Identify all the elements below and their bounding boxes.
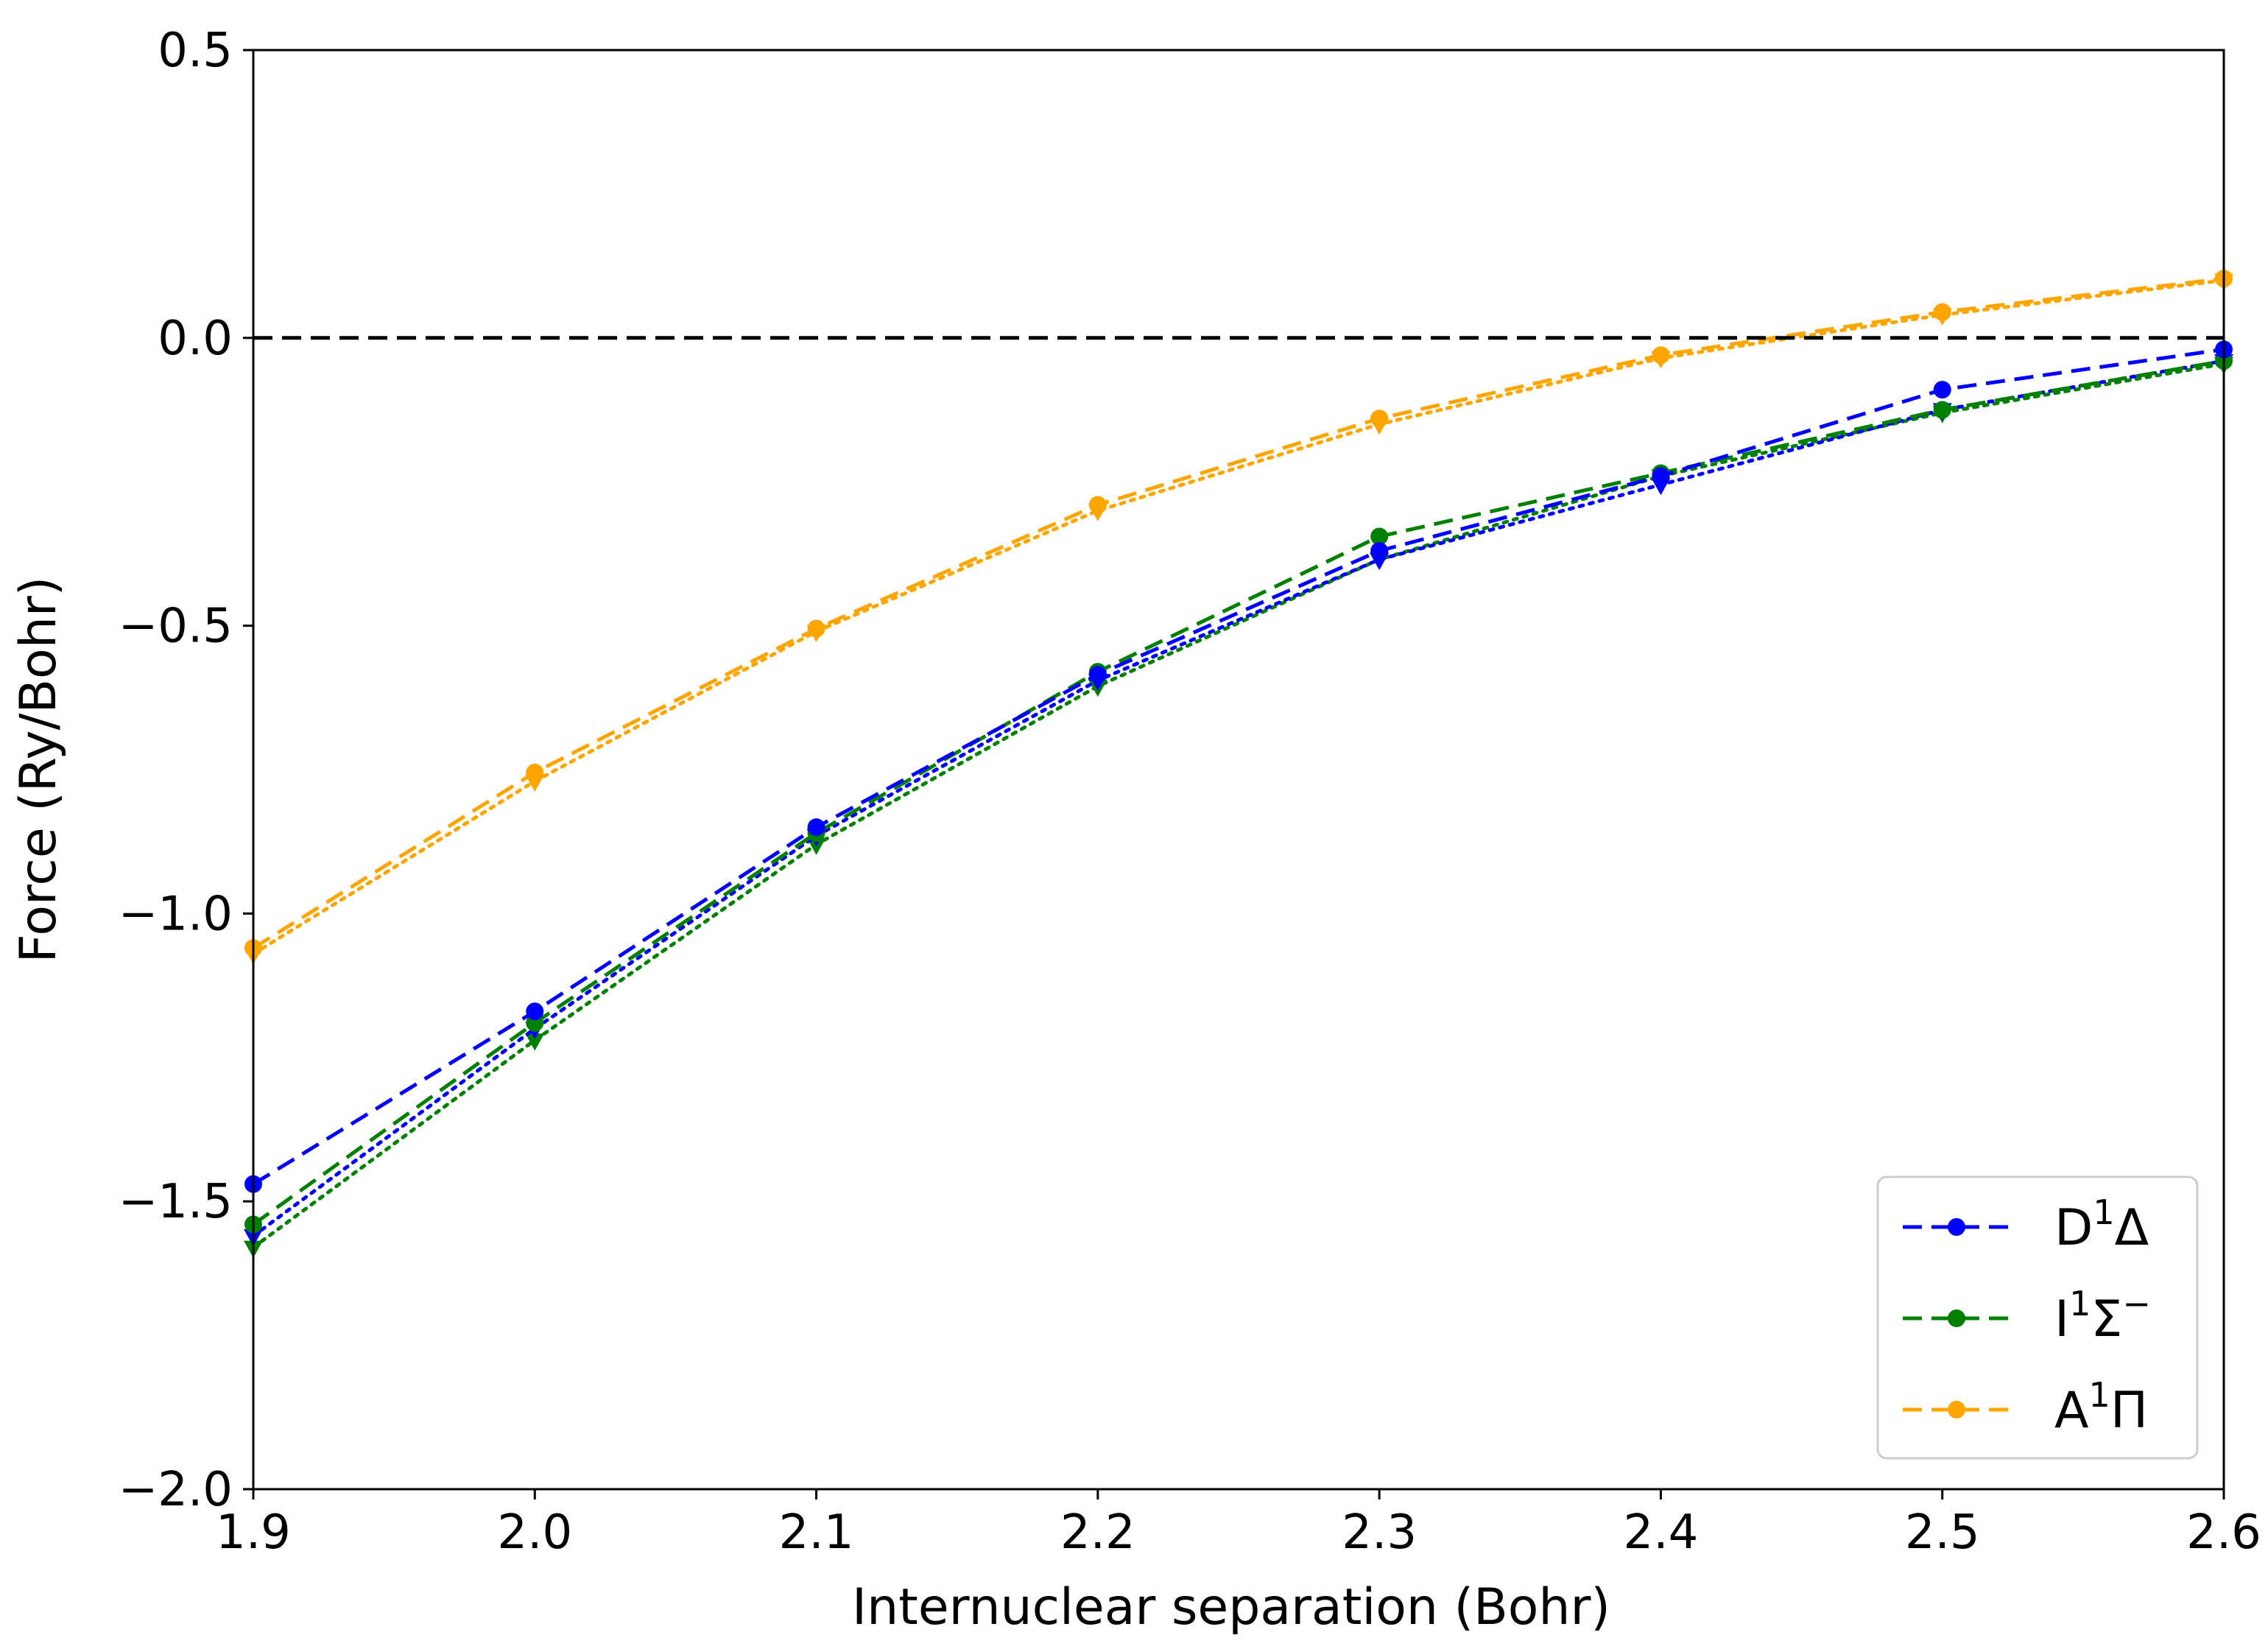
legend-label: I1Σ− [2054, 1284, 2151, 1349]
data-point [1652, 467, 1670, 485]
x-tick-label: 2.0 [497, 1505, 572, 1560]
y-tick-label: −0.5 [119, 600, 233, 654]
series-4 [244, 356, 2233, 1259]
legend-entry: A1Π [1903, 1375, 2148, 1440]
x-tick-label: 2.5 [1905, 1505, 1980, 1560]
x-axis-label: Internuclear separation (Bohr) [852, 1578, 1610, 1636]
legend: D1Δ I1Σ− A1Π [1876, 1175, 2199, 1460]
y-tick-label: −1.5 [119, 1175, 233, 1229]
data-point [525, 1033, 545, 1051]
data-point [806, 837, 826, 855]
x-tick-label: 2.1 [779, 1505, 854, 1560]
series-0 [244, 340, 2233, 1193]
legend-marker [1948, 1218, 1965, 1236]
plot-frame [252, 49, 2225, 1491]
data-point [1933, 381, 1951, 399]
x-tick-label: 2.4 [1624, 1505, 1699, 1560]
legend-marker [1948, 1401, 1965, 1418]
legend-marker [1948, 1309, 1965, 1327]
x-tick-label: 2.6 [2186, 1505, 2261, 1560]
data-point [807, 619, 825, 638]
x-tick-label: 1.9 [216, 1505, 291, 1560]
data-point [526, 763, 544, 781]
series-3 [244, 354, 2233, 1247]
series-line [251, 359, 2226, 1238]
y-tick-label: 0.5 [158, 24, 233, 78]
data-point [1652, 346, 1670, 365]
data-point [1370, 541, 1389, 560]
legend-box [1876, 1175, 2199, 1460]
ticks-layer: 1.9 2.0 2.1 2.2 2.3 2.4 2.5 2.6 0.5 0.0 −0.5 −1.0 −1… [119, 24, 2261, 1560]
series-2 [244, 270, 2233, 957]
y-tick-label: −2.0 [119, 1463, 233, 1517]
series-line [252, 276, 2225, 950]
y-tick-label: 0.0 [158, 312, 233, 366]
data-point [1088, 666, 1107, 684]
data-point [1370, 527, 1389, 546]
data-point [1088, 496, 1107, 514]
x-tick-label: 2.2 [1060, 1505, 1135, 1560]
y-axis-label: Force (Ry/Bohr) [10, 577, 68, 963]
legend-entry: D1Δ [1903, 1192, 2149, 1257]
data-point [1370, 409, 1389, 428]
series-1 [244, 352, 2233, 1234]
series-line [252, 359, 2225, 1226]
data-point [1933, 401, 1951, 419]
legend-label: A1Π [2054, 1375, 2148, 1440]
series-line [251, 278, 2226, 956]
legend-label: D1Δ [2054, 1192, 2149, 1257]
data-point [1933, 303, 1951, 321]
data-point [807, 818, 825, 837]
y-tick-label: −1.0 [119, 887, 233, 941]
data-point [526, 1002, 544, 1021]
series-line [251, 362, 2226, 1250]
x-tick-label: 2.3 [1342, 1505, 1417, 1560]
series-layer [244, 270, 2233, 1259]
legend-entry: I1Σ− [1903, 1284, 2151, 1349]
series-line [252, 347, 2225, 1186]
